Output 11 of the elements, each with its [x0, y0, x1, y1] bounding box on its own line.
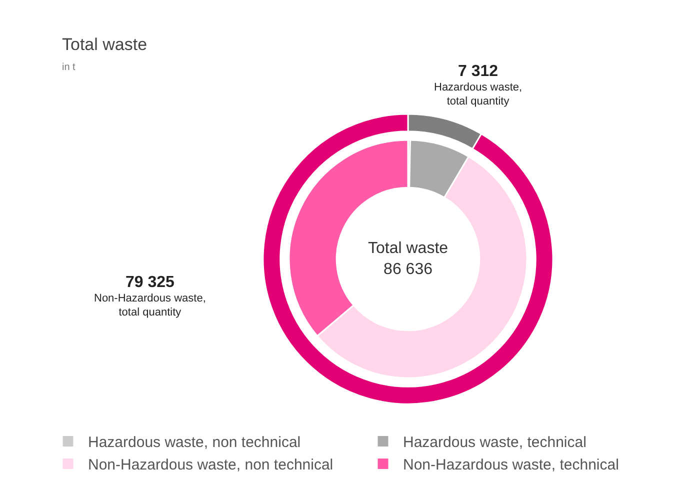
legend-label: Non-Hazardous waste, technical: [403, 456, 619, 474]
chart-subtitle: in t: [62, 62, 76, 73]
text: Total waste 86 636: [368, 240, 448, 278]
slice-label: Hazardous waste, total quantity: [434, 81, 522, 108]
legend-label: Hazardous waste, non technical: [88, 434, 301, 452]
data-label: 79 325: [125, 274, 175, 291]
legend-label: Non-Hazardous waste, non technical: [88, 456, 334, 474]
slice-label: Non-Hazardous waste, total quantity: [94, 292, 206, 319]
legend-label: Hazardous waste, technical: [403, 434, 586, 452]
chart-title: Total waste: [62, 35, 148, 54]
data-label: 7 312: [458, 63, 498, 80]
